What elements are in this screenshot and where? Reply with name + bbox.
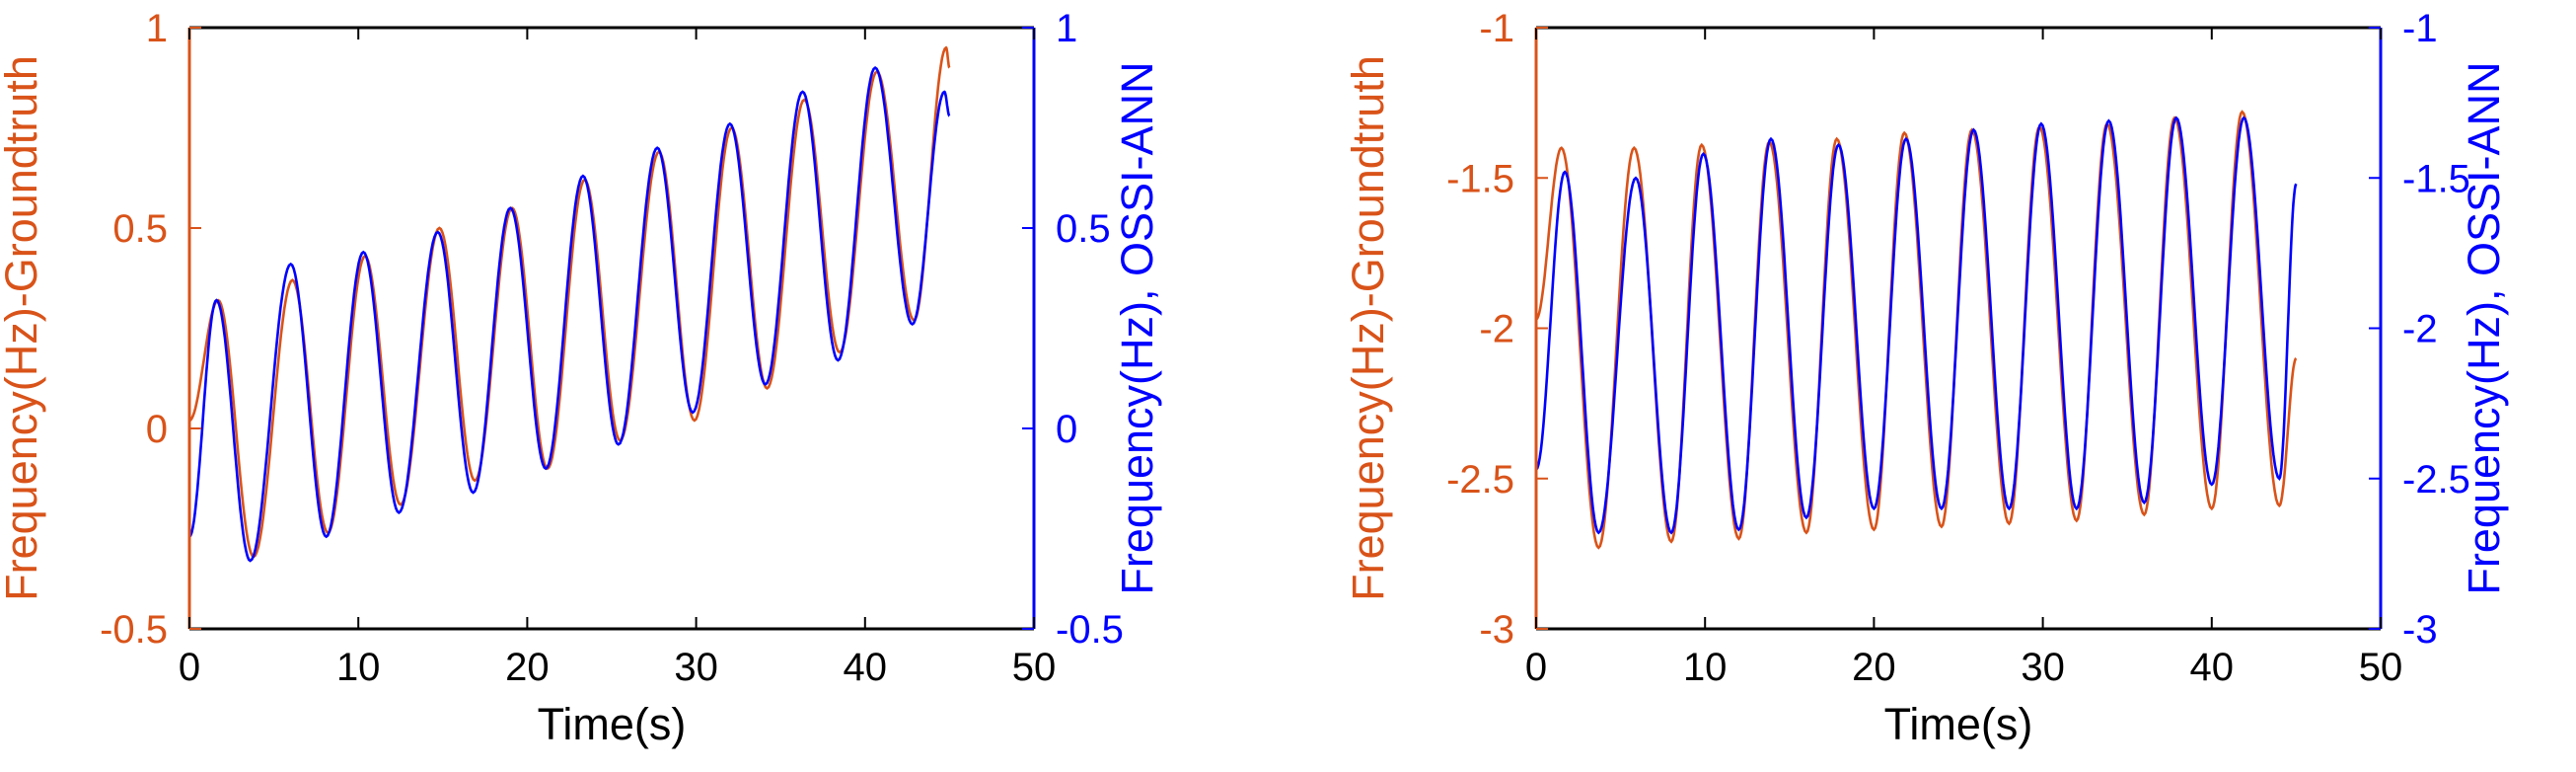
panel-1-x-tick-label: 0 <box>179 646 200 689</box>
panel-1-left-y-tick-label: -0.5 <box>100 608 168 652</box>
panel-2-left-y-tick-label: -1 <box>1479 7 1514 50</box>
panel-2-right-y-tick-label: -2.5 <box>2402 458 2470 502</box>
panel-1-x-tick-label: 30 <box>674 646 718 689</box>
panel-2-right-y-axis-label: Frequency(Hz), OSSI-ANN <box>2459 61 2509 594</box>
panel-1-right-y-axis-label: Frequency(Hz), OSSI-ANN <box>1112 61 1162 594</box>
panel-2-series-ossi-ann-line <box>1535 116 2298 535</box>
panel-1-right-y-tick-label: 0.5 <box>1056 207 1111 251</box>
panel-1-x-tick-label: 20 <box>505 646 550 689</box>
panel-1-x-tick-label: 50 <box>1012 646 1057 689</box>
panel-2-right-y-tick-label: -3 <box>2402 608 2438 652</box>
panel-1-right-y-tick-label: -0.5 <box>1056 608 1124 652</box>
panel-1-right-y-tick-label: 0 <box>1056 408 1077 451</box>
panel-1-left-y-tick-label: 0 <box>146 408 168 451</box>
panel-1-right-y-tick-label: 1 <box>1056 7 1077 50</box>
panel-2-x-tick-label: 20 <box>1852 646 1896 689</box>
panel-1-x-tick-label: 10 <box>336 646 381 689</box>
panel-1-left-y-tick-label: 1 <box>146 7 168 50</box>
panel-2-left-y-tick-label: -2 <box>1479 308 1514 351</box>
panel-1-x-tick-label: 40 <box>844 646 888 689</box>
panel-1-series-groundtruth-line <box>188 45 951 559</box>
panel-2-x-tick-label: 30 <box>2021 646 2065 689</box>
panel-2-left-y-tick-label: -2.5 <box>1446 458 1514 502</box>
panel-2-x-axis-label: Time(s) <box>1884 699 2033 749</box>
panel-1-left-y-axis-label: Frequency(Hz)-Groundtruth <box>0 55 46 601</box>
panel-2-x-tick-label: 10 <box>1683 646 1728 689</box>
panel-1-left-y-tick-label: 0.5 <box>112 207 168 251</box>
panel-1-series-ossi-ann-line <box>188 65 951 563</box>
panel-2-right-y-tick-label: -1 <box>2402 7 2438 50</box>
panel-2-x-tick-label: 50 <box>2359 646 2403 689</box>
panel-2-left-y-tick-label: -3 <box>1479 608 1514 652</box>
panel-2-right-y-tick-label: -2 <box>2402 308 2438 351</box>
panel-2-right-y-tick-label: -1.5 <box>2402 157 2470 200</box>
panel-2-x-tick-label: 40 <box>2190 646 2235 689</box>
panel-2-series-groundtruth-line <box>1535 110 2298 550</box>
panel-2-x-tick-label: 0 <box>1525 646 1547 689</box>
panel-1-x-axis-label: Time(s) <box>538 699 687 749</box>
panel-2-left-y-axis-label: Frequency(Hz)-Groundtruth <box>1343 55 1393 601</box>
panel-2-left-y-tick-label: -1.5 <box>1446 157 1514 200</box>
